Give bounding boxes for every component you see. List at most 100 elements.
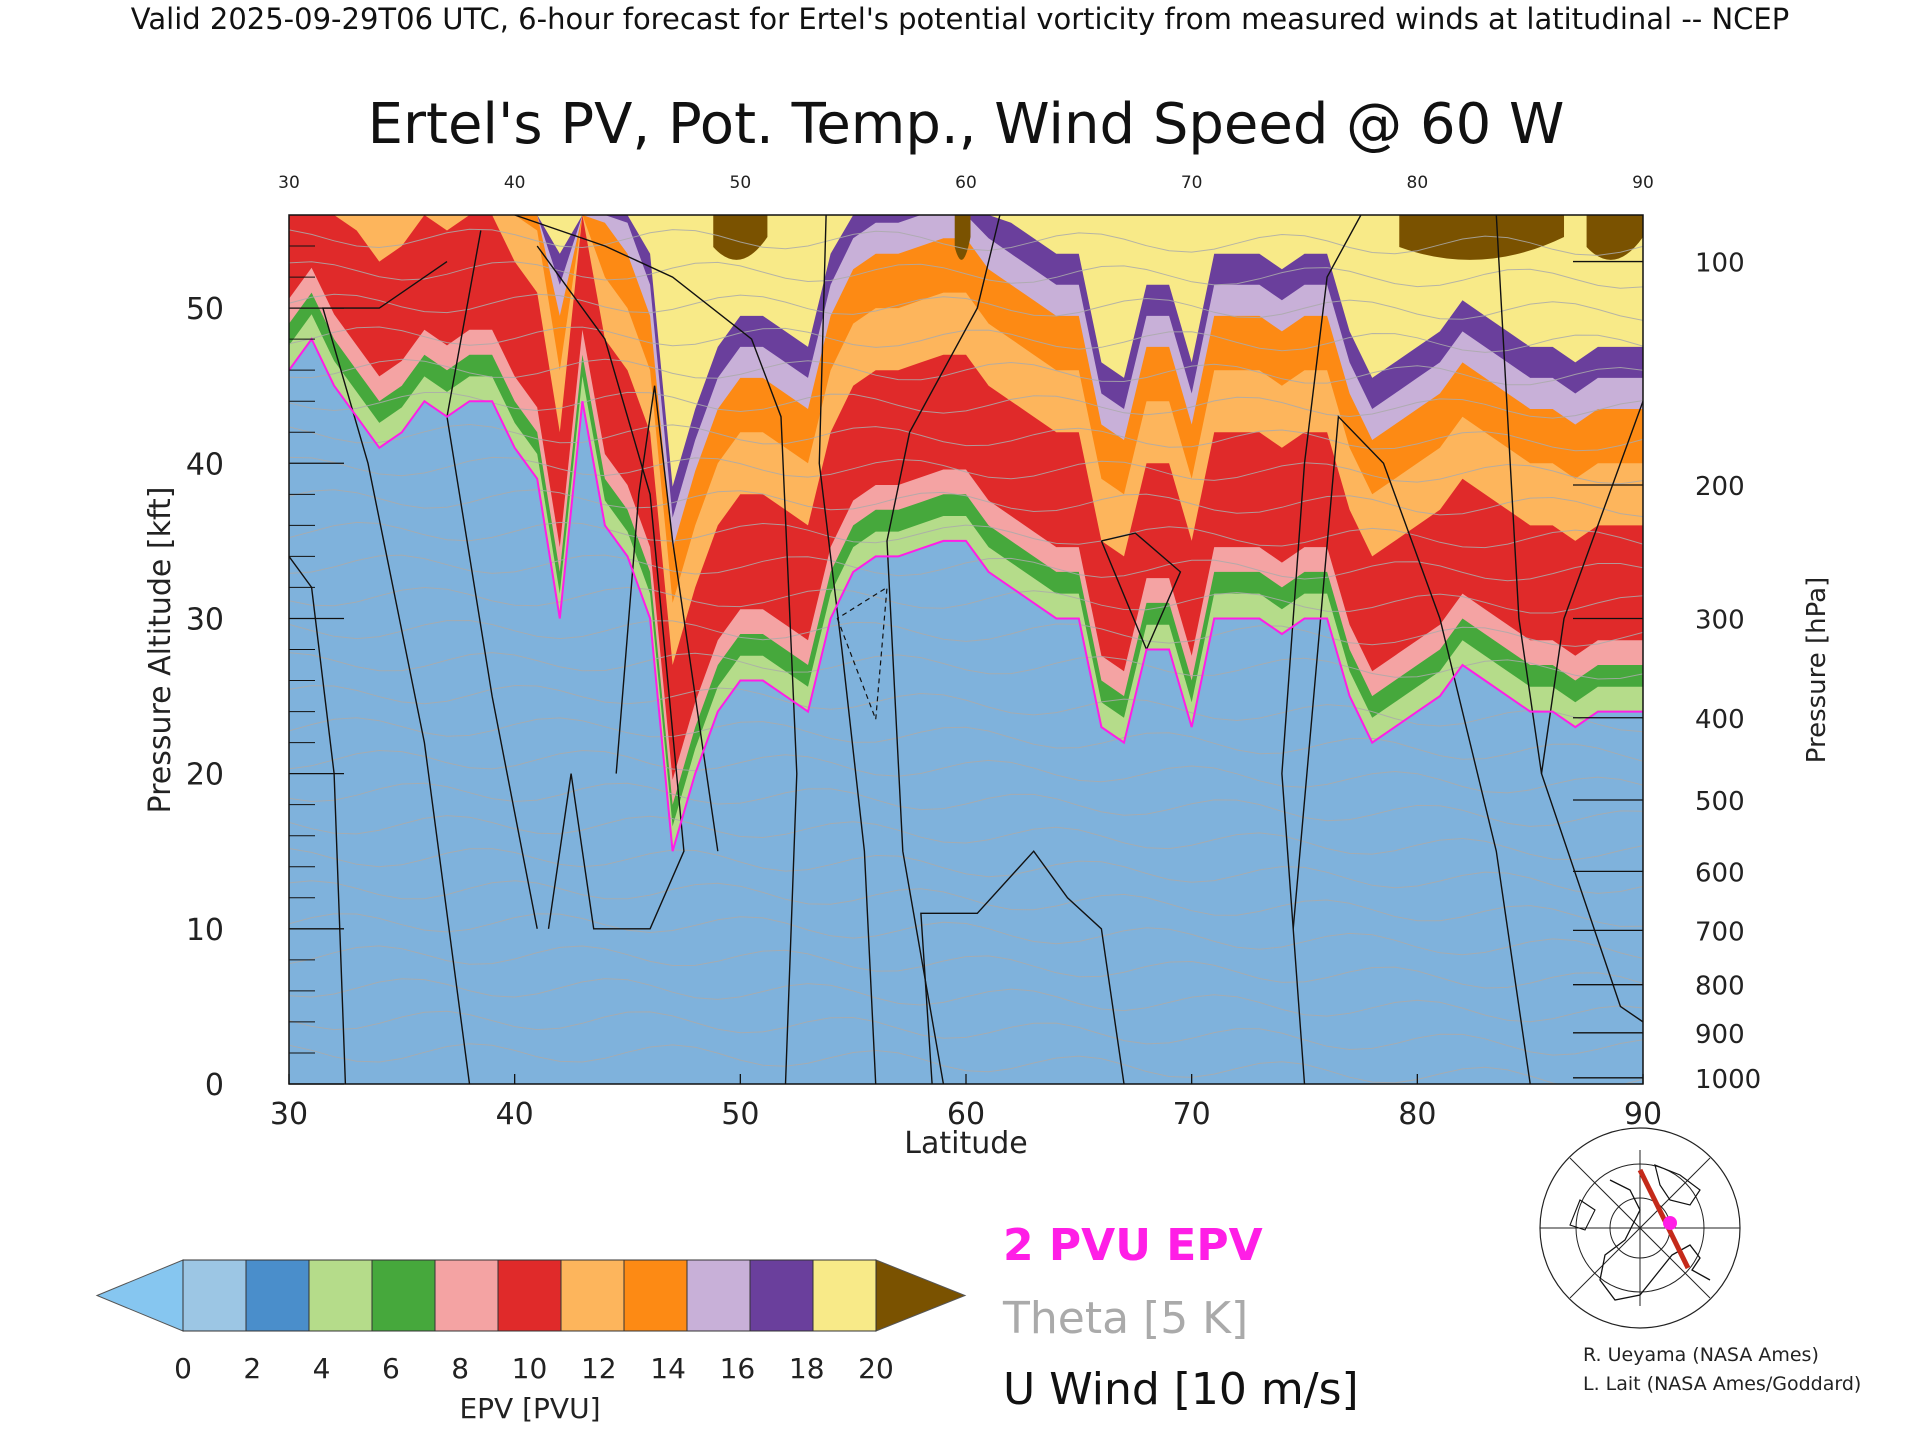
- epv-cap: [1399, 215, 1565, 260]
- wind-contour: [1292, 415, 1531, 1084]
- colorbar-bin: [183, 1260, 247, 1331]
- colorbar-label: EPV [PVU]: [459, 1392, 600, 1425]
- x-tick-label: 50: [721, 1097, 759, 1132]
- y-axis-right: 100 200 300 400 500 600 700 800 900 1000: [1573, 249, 1761, 1095]
- colorbar-bin: [561, 1260, 625, 1331]
- colorbar-bin: [246, 1260, 310, 1331]
- wind-contour: [920, 850, 1125, 1084]
- theta-line: [289, 652, 1643, 680]
- theta-line: [289, 913, 1643, 959]
- theta-line: [289, 456, 1643, 485]
- x-tick-label-top: 80: [1407, 173, 1429, 193]
- pv2-contour: [289, 337, 1643, 852]
- colorbar-tick-label: 20: [858, 1352, 894, 1385]
- theta-line: [289, 391, 1643, 419]
- pressure-tick-label: 100: [1695, 249, 1745, 279]
- wind-contour: [1100, 532, 1182, 652]
- y-tick-label: 10: [186, 913, 224, 948]
- y-tick-label: 30: [186, 602, 224, 637]
- polar-stereographic-map-icon: [1539, 1127, 1741, 1329]
- pressure-tick-label: 900: [1695, 1020, 1745, 1050]
- credit-line-1: R. Ueyama (NASA Ames): [1583, 1344, 1819, 1366]
- legend: 2 PVU EPV Theta [5 K] U Wind [10 m/s]: [1002, 1220, 1359, 1415]
- theta-contours: [289, 228, 1643, 1084]
- colorbar-bin: [498, 1260, 562, 1331]
- pressure-tick-label: 600: [1695, 858, 1745, 888]
- theta-line: [289, 358, 1643, 386]
- colorbar-under: [95, 1259, 184, 1332]
- x-tick-label-top: 40: [504, 173, 526, 193]
- colorbar-tick-label: 10: [512, 1352, 548, 1385]
- x-tick-label: 60: [947, 1097, 985, 1132]
- theta-line: [289, 978, 1643, 1023]
- theta-line: [289, 423, 1643, 452]
- colorbar-tick-label: 8: [451, 1352, 469, 1385]
- pressure-tick-label: 1000: [1695, 1065, 1761, 1095]
- colorbar-bin: [624, 1260, 688, 1331]
- theta-line: [289, 815, 1643, 861]
- theta-line: [289, 684, 1643, 733]
- y-tick-label: 20: [186, 758, 224, 793]
- wind-contour: [514, 215, 798, 1084]
- plot-area: 30 40 50 60 70 80 90 30 40 50 60 70 80 90 0 10 20 30 40 5…: [186, 173, 1761, 1132]
- wind-contour: [615, 385, 719, 852]
- credit-line-2: L. Lait (NASA Ames/Goddard): [1583, 1373, 1861, 1395]
- legend-pv2: 2 PVU EPV: [1003, 1220, 1263, 1271]
- theta-line: [289, 1010, 1643, 1056]
- legend-theta: Theta [5 K]: [1002, 1293, 1248, 1344]
- colorbar-bin: [813, 1260, 877, 1331]
- x-axis-label: Latitude: [904, 1126, 1027, 1161]
- colorbar-bin: [372, 1260, 436, 1331]
- theta-line: [289, 782, 1643, 827]
- wind-contour: [446, 230, 538, 929]
- wind-contour: [321, 261, 471, 1084]
- theta-line: [289, 293, 1643, 321]
- y-axis-label: Pressure Altitude [kft]: [143, 487, 178, 814]
- theta-line: [289, 586, 1643, 614]
- pressure-tick-label: 400: [1695, 705, 1745, 735]
- theta-line: [289, 261, 1643, 289]
- pressure-tick-label: 300: [1695, 605, 1745, 635]
- y-tick-label: 50: [186, 292, 224, 327]
- wind-contour: [536, 245, 685, 930]
- colorbar-bin: [750, 1260, 814, 1331]
- colorbar-tick-label: 2: [243, 1352, 261, 1385]
- colorbar: 0 2 4 6 8 10 12 14 16 18 20: [95, 1259, 967, 1385]
- y2-axis-label: Pressure [hPa]: [1802, 577, 1832, 764]
- theta-line: [289, 521, 1643, 549]
- x-tick-label-top: 60: [955, 173, 977, 193]
- x-tick-label-top: 30: [278, 173, 300, 193]
- wind-contour: [818, 215, 877, 1084]
- theta-line: [289, 717, 1643, 762]
- x-tick-label: 90: [1624, 1097, 1662, 1132]
- theta-line: [289, 749, 1643, 794]
- x-tick-label-top: 90: [1632, 173, 1654, 193]
- theta-line: [289, 619, 1643, 647]
- theta-line: [289, 880, 1643, 927]
- epv-cap: [1586, 215, 1643, 260]
- pressure-tick-label: 700: [1695, 917, 1745, 947]
- y-axis-left: 0 10 20 30 40 50: [186, 214, 344, 1103]
- legend-wind: U Wind [10 m/s]: [1003, 1364, 1359, 1415]
- x-axis-top: 30 40 50 60 70 80 90: [278, 173, 1654, 193]
- theta-line: [289, 326, 1643, 353]
- x-tick-label: 70: [1173, 1097, 1211, 1132]
- x-tick-label: 40: [496, 1097, 534, 1132]
- colorbar-tick-label: 12: [581, 1352, 617, 1385]
- epv-band: [289, 215, 1643, 549]
- theta-line: [289, 554, 1643, 582]
- colorbar-tick-label: 16: [720, 1352, 756, 1385]
- wind-contour: [1281, 215, 1362, 1084]
- epv-cap: [713, 215, 768, 260]
- x-tick-label: 80: [1398, 1097, 1436, 1132]
- chart-title: Ertel's PV, Pot. Temp., Wind Speed @ 60 …: [368, 92, 1565, 157]
- colorbar-over: [875, 1259, 967, 1332]
- y-tick-label: 0: [205, 1068, 224, 1103]
- valid-time-header: Valid 2025-09-29T06 UTC, 6-hour forecast…: [131, 2, 1789, 36]
- x-tick-label-top: 70: [1181, 173, 1203, 193]
- colorbar-bin: [309, 1260, 373, 1331]
- theta-line: [289, 945, 1643, 989]
- colorbar-tick-label: 0: [174, 1352, 192, 1385]
- colorbar-tick-label: 4: [313, 1352, 331, 1385]
